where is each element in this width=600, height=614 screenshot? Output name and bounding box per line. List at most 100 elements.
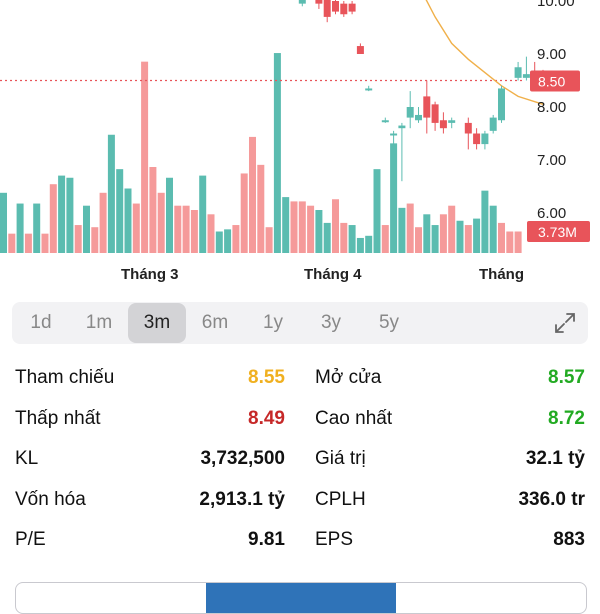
volume-bar [398,207,406,253]
volume-bar [439,214,447,253]
stats-right-column: Mở cửa 8.57 Cao nhất 8.72 Giá trị 32.1 tỷ CPLH… [315,358,585,561]
volume-bar [41,233,49,253]
volume-bar [132,203,140,253]
stat-row: Vốn hóa 2,913.1 tỷ [15,480,285,521]
period-button-1m[interactable]: 1m [85,312,113,333]
candle-body [406,107,414,118]
bottom-tab-2[interactable] [206,583,396,613]
volume-bar [149,167,157,253]
candle-body [498,88,505,121]
volume-bar [365,235,373,253]
period-list: 1d 1m 3m 6m 1y 3y 5y [12,303,418,343]
y-tick-label: 7.00 [537,152,566,169]
stat-value: 3,732,500 [200,448,285,470]
stat-value: 336.0 tr [518,488,585,510]
volume-bar [215,231,223,253]
price-chart[interactable]: 10.00 9.00 8.00 7.00 6.00 8.50 3.73M Tháng 3 Thá… [0,0,600,290]
stat-label: Giá trị [315,448,366,470]
volume-bar [290,201,298,253]
moving-average-line [425,0,544,106]
volume-bar [381,225,389,253]
candle-body [298,0,306,4]
volume-bar [273,53,281,253]
y-tick-label: 6.00 [537,205,566,222]
volume-bar [431,225,439,253]
volume-bar [182,205,190,253]
volume-bar [298,201,306,253]
candle-body [356,46,364,54]
volume-bar [456,220,464,253]
volume-bar [340,222,348,253]
stat-row: Thấp nhất 8.49 [15,399,285,440]
reference-price-tag [530,70,580,92]
period-button-6m[interactable]: 6m [201,312,229,333]
reference-price-label: 8.50 [538,74,565,90]
volume-bar [99,192,107,253]
volume-bar [16,203,24,253]
candle-body [448,120,456,123]
period-button-5y[interactable]: 5y [378,312,400,333]
stat-value: 2,913.1 tỷ [199,488,285,510]
volume-bar [406,203,414,253]
expand-icon[interactable] [554,312,576,334]
stats-left-column: Tham chiếu 8.55 Thấp nhất 8.49 KL 3,732,500 Vố… [15,358,285,561]
stat-row: Giá trị 32.1 tỷ [315,439,585,480]
candle-body [481,133,489,145]
volume-bar [348,225,356,253]
volume-bar [481,190,489,253]
stat-value: 8.72 [548,407,585,429]
volume-bar [141,61,149,254]
volume-bar [307,205,315,253]
price-chart-svg[interactable]: 10.00 9.00 8.00 7.00 6.00 8.50 3.73M Tháng 3 Thá… [0,0,600,290]
stat-label: EPS [315,529,354,551]
stat-value: 883 [553,529,585,551]
candle-body [340,3,348,15]
volume-bar [58,175,66,253]
candle-body [464,122,472,134]
volume-bar [190,210,198,253]
period-button-3m[interactable]: 3m [128,303,186,343]
volume-bar [224,229,232,253]
candle-body [390,133,398,136]
stat-label: Vốn hóa [15,488,86,510]
stat-row: CPLH 336.0 tr [315,480,585,521]
period-selector: 1d 1m 3m 6m 1y 3y 5y [12,302,588,344]
bottom-tab-1[interactable] [16,583,206,613]
stat-label: KL [15,448,39,470]
candle-body [439,120,447,129]
bottom-tab-3[interactable] [396,583,586,613]
volume-bar [373,169,381,253]
period-button-3y[interactable]: 3y [320,312,342,333]
period-button-1d[interactable]: 1d [30,312,52,333]
candle-body [332,1,339,12]
stat-label: Thấp nhất [15,407,101,429]
volume-bar [124,188,132,253]
x-tick-label: Tháng 4 [304,266,362,283]
stat-row: Mở cửa 8.57 [315,358,585,399]
volume-bar [107,134,115,253]
volume-bar [498,222,505,253]
volume-bar [265,227,273,253]
volume-bar [199,175,207,253]
candle-body [431,104,439,123]
volume-bar [489,205,497,253]
volume-bar [174,205,182,253]
period-button-1y[interactable]: 1y [262,312,284,333]
volume-bar [66,177,74,253]
volume-bar [473,218,481,253]
volume-bar [33,203,41,253]
volume-bar [207,214,215,253]
x-tick-label: Tháng 3 [121,266,179,283]
volume-bar [116,169,124,253]
x-tick-label: Tháng [479,266,524,283]
volume-bar [24,233,32,253]
volume-bar [464,225,472,253]
stat-value: 8.55 [248,367,285,389]
volume-bar [506,231,514,253]
stat-value: 9.81 [248,529,285,551]
candle-body [381,120,389,123]
stat-label: CPLH [315,488,366,510]
y-tick-label: 9.00 [537,46,566,63]
candle-body [423,96,431,118]
volume-bar [232,225,240,253]
